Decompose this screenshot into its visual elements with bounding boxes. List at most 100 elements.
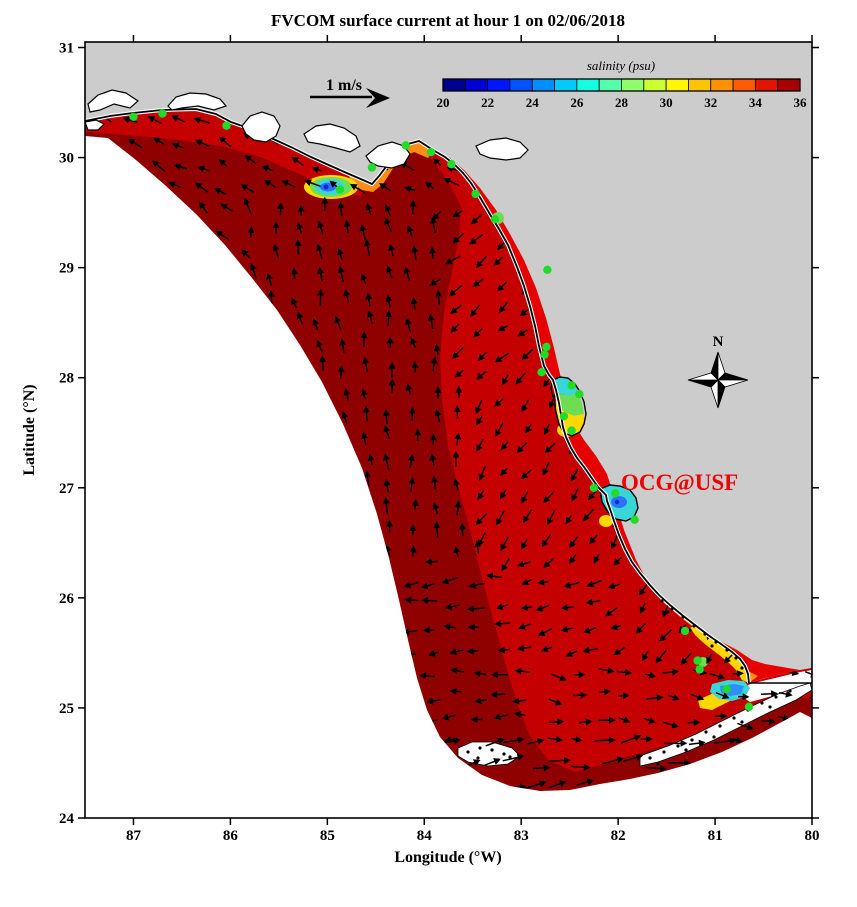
current-vector — [411, 360, 419, 373]
current-vector — [432, 158, 442, 167]
island-speckle — [732, 716, 736, 720]
current-vector — [501, 558, 510, 572]
current-vector — [467, 623, 480, 631]
current-vector — [431, 210, 442, 221]
current-vector — [434, 408, 442, 423]
current-vector — [543, 423, 551, 436]
island-speckle — [648, 756, 652, 760]
current-vector — [434, 385, 442, 399]
current-vector — [449, 687, 462, 695]
station-dot — [680, 626, 690, 636]
current-vector — [304, 179, 321, 188]
compass-rose-icon: N — [687, 334, 749, 409]
current-vector — [490, 691, 505, 699]
current-vector — [523, 509, 533, 524]
current-vector — [350, 183, 366, 194]
island-speckle — [490, 748, 494, 752]
station-dot — [543, 265, 552, 274]
colorbar-label: salinity (psu) — [587, 58, 655, 73]
current-vector — [122, 116, 138, 124]
island-speckle — [740, 666, 744, 670]
island-speckle — [684, 748, 688, 752]
current-vector — [451, 347, 464, 360]
current-vector — [499, 489, 507, 500]
island-speckle — [670, 607, 674, 611]
station-dot — [589, 483, 599, 492]
current-vector — [454, 432, 462, 446]
current-vector — [520, 469, 532, 480]
y-tick-label: 26 — [59, 591, 75, 607]
current-vector — [517, 560, 531, 568]
current-vector — [593, 553, 600, 564]
current-vector — [366, 310, 374, 325]
current-vector — [454, 369, 464, 378]
station-dot — [129, 112, 138, 122]
colorbar-cell — [732, 78, 756, 92]
station-dot — [471, 189, 480, 199]
current-vector — [645, 765, 667, 773]
current-vector — [493, 713, 509, 721]
island-speckle — [740, 720, 744, 724]
current-vector — [515, 372, 526, 385]
current-vector — [215, 230, 229, 240]
colorbar-cell — [688, 78, 712, 92]
current-vector — [317, 288, 325, 306]
current-vector — [243, 197, 252, 214]
current-vector — [343, 288, 351, 303]
current-vector — [662, 721, 679, 729]
current-vector — [244, 155, 256, 164]
current-vector — [715, 692, 730, 699]
station-dot — [426, 147, 436, 157]
current-vector — [532, 764, 551, 772]
current-vector — [714, 712, 728, 720]
x-tick-label: 86 — [223, 828, 239, 844]
current-vector — [408, 476, 416, 492]
station-dot — [537, 368, 546, 377]
current-vector — [738, 693, 750, 701]
x-tick-label: 80 — [804, 828, 819, 844]
y-tick-label: 29 — [59, 261, 74, 277]
current-vector — [737, 722, 754, 731]
current-vector — [364, 470, 372, 487]
current-vector — [316, 243, 323, 259]
current-vector — [365, 202, 373, 215]
station-dot — [559, 412, 569, 421]
island-speckle — [690, 738, 694, 742]
current-vector — [502, 736, 525, 744]
current-vector — [549, 718, 565, 726]
current-vector — [152, 137, 165, 145]
y-tick-label: 24 — [59, 811, 75, 827]
current-vector — [476, 415, 483, 426]
colorbar-cell — [777, 78, 801, 92]
current-vector — [450, 323, 460, 333]
current-vector — [448, 284, 463, 297]
colorbar-tick-label: 28 — [615, 95, 629, 110]
current-vector — [388, 243, 396, 257]
current-vector — [367, 453, 375, 466]
island-speckle — [478, 746, 482, 750]
current-vector — [441, 576, 458, 585]
scale-arrow-label: 1 m/s — [326, 77, 362, 94]
current-vector — [360, 331, 368, 348]
current-vector — [364, 238, 371, 256]
current-vector — [362, 405, 371, 422]
current-vector — [543, 557, 555, 569]
colorbar-tick-label: 34 — [749, 95, 763, 110]
current-vector — [560, 603, 575, 612]
current-vector — [616, 668, 632, 677]
current-vector — [296, 222, 304, 234]
figure-title: FVCOM surface current at hour 1 on 02/06… — [271, 11, 625, 30]
current-vector — [638, 584, 648, 596]
current-vector — [405, 383, 413, 395]
current-vector — [778, 690, 793, 698]
current-vector — [382, 453, 390, 471]
current-vector — [525, 423, 532, 434]
current-vector — [483, 758, 501, 767]
colorbar-cell — [576, 78, 600, 92]
current-vector — [547, 735, 563, 743]
current-vector — [470, 715, 483, 724]
current-vector — [378, 183, 392, 192]
current-vector — [560, 625, 574, 633]
current-vector — [316, 339, 323, 353]
